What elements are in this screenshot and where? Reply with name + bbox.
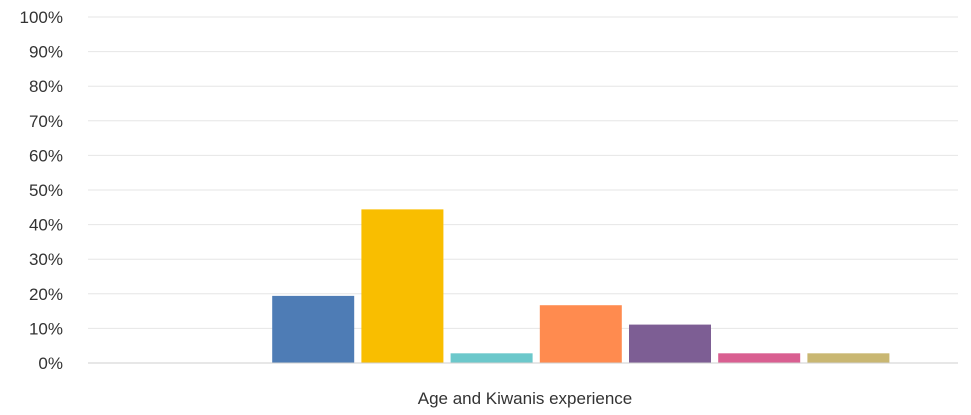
y-tick-label: 100% (20, 8, 63, 27)
gridlines (88, 16, 958, 329)
y-tick-label: 20% (29, 285, 63, 304)
y-tick-label: 80% (29, 77, 63, 96)
y-tick-label: 10% (29, 319, 63, 338)
y-tick-label: 40% (29, 216, 63, 235)
y-tick-label: 30% (29, 250, 63, 269)
bar-3 (361, 209, 444, 363)
bar-6 (629, 324, 711, 363)
y-tick-label: 60% (29, 146, 63, 165)
y-tick-label: 70% (29, 112, 63, 131)
bar-2 (272, 295, 355, 363)
x-axis-category-label: Age and Kiwanis experience (418, 389, 633, 408)
y-axis-tick-labels: 0% 10% 20% 30% 40% 50% 60% 70% 80% 90% 100% (20, 8, 63, 373)
bar-5 (539, 305, 622, 363)
bar-7 (718, 353, 801, 363)
y-tick-label: 0% (38, 354, 63, 373)
bar-8 (807, 353, 890, 363)
y-tick-label: 50% (29, 181, 63, 200)
bars (272, 209, 890, 363)
y-tick-label: 90% (29, 43, 63, 62)
bar-4 (450, 353, 533, 363)
